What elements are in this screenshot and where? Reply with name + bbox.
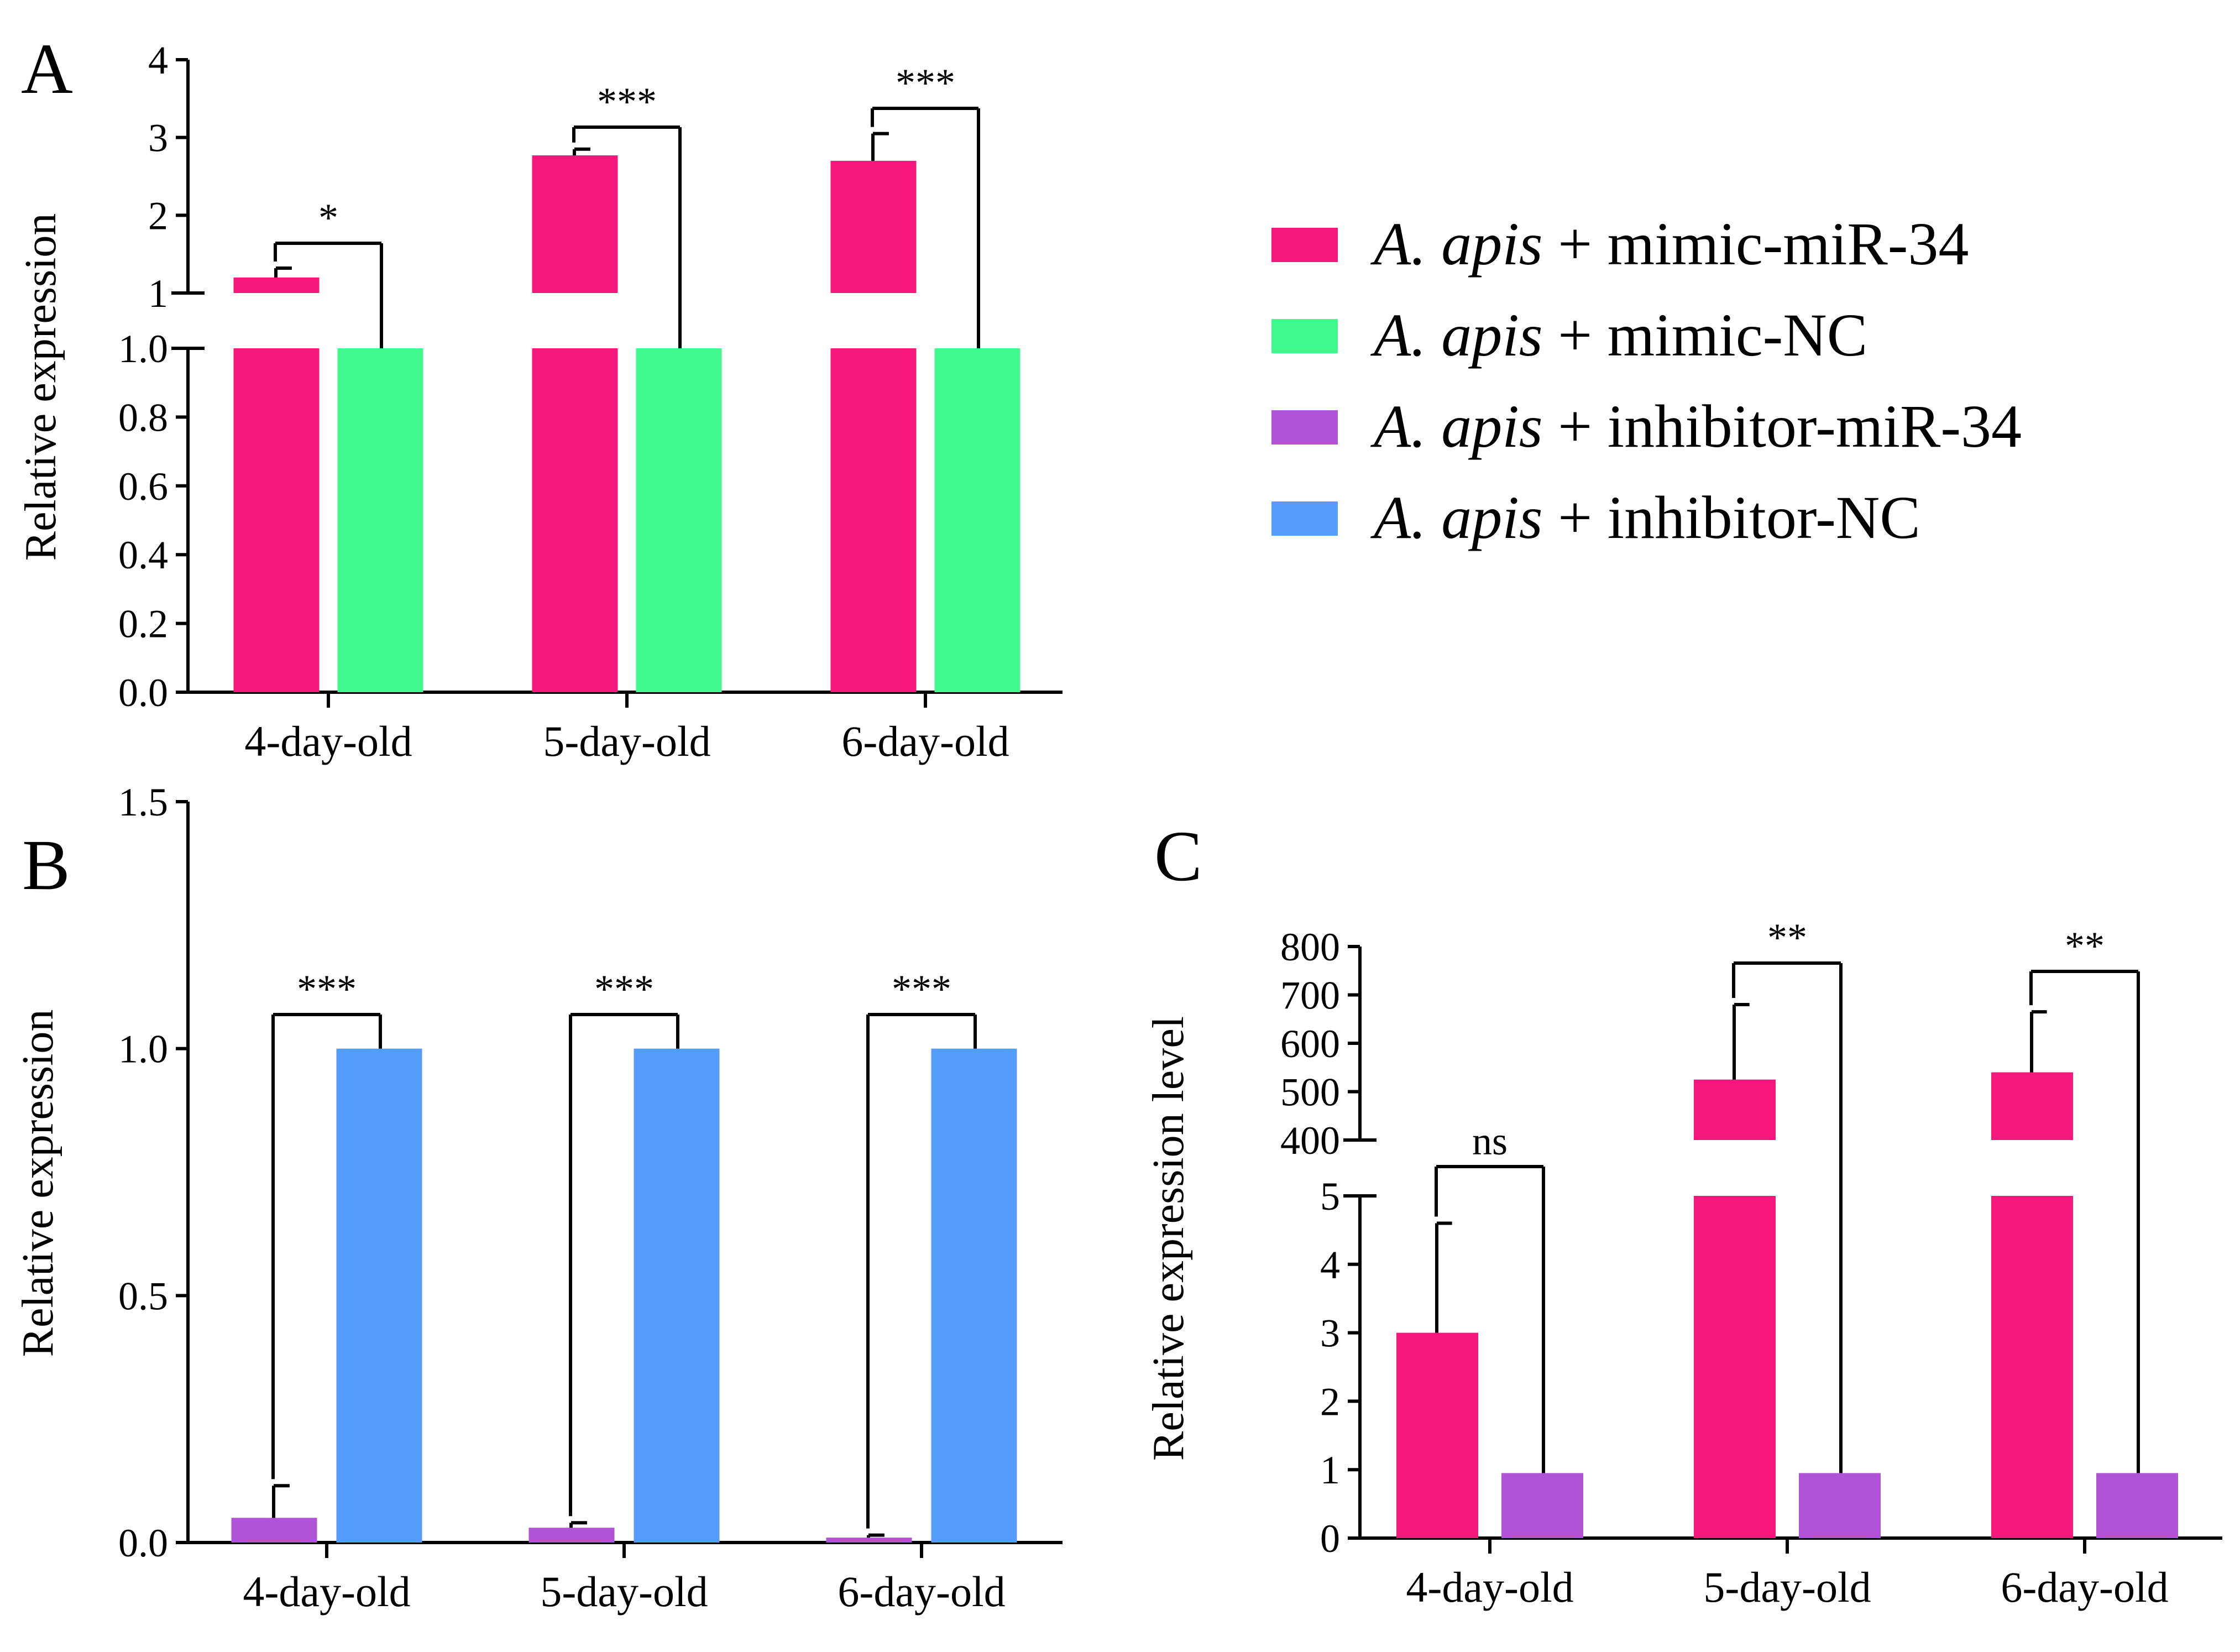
bar-mimic-nc bbox=[337, 348, 423, 692]
y-axis-label: Relative expression bbox=[17, 213, 65, 561]
legend-swatch-pink-icon bbox=[1271, 228, 1338, 262]
significance-label: ** bbox=[1767, 916, 1807, 960]
bar-mimic-mir-34-upper bbox=[1694, 1079, 1776, 1140]
y-tick-label: 5 bbox=[1320, 1174, 1340, 1219]
significance-label: *** bbox=[297, 967, 357, 1011]
bar-inhibitor-mir-34 bbox=[1799, 1473, 1881, 1538]
bar-mimic-mir-34-upper bbox=[1991, 1072, 2073, 1140]
significance-label: * bbox=[318, 196, 338, 240]
y-tick-label: 0.0 bbox=[118, 671, 168, 715]
bar-mimic-mir-34 bbox=[830, 348, 917, 692]
y-tick-label: 2 bbox=[148, 194, 168, 238]
y-tick-label: 1.0 bbox=[118, 1027, 168, 1071]
legend-swatch-blue-icon bbox=[1271, 501, 1338, 536]
y-tick-label: 3 bbox=[1320, 1311, 1340, 1356]
y-tick-label: 400 bbox=[1280, 1118, 1340, 1163]
y-tick-label: 1 bbox=[1320, 1448, 1340, 1492]
x-tick-label: 5-day-old bbox=[540, 1567, 708, 1616]
y-tick-label: 0.0 bbox=[118, 1521, 168, 1565]
bar-mimic-mir-34-upper bbox=[233, 277, 320, 293]
legend-species: A. apis bbox=[1370, 393, 1543, 460]
y-tick-label: 1.5 bbox=[118, 780, 168, 824]
x-tick-label: 5-day-old bbox=[543, 717, 710, 765]
bar-mimic-mir-34 bbox=[1991, 1196, 2073, 1538]
bar-inhibitor-mir-34 bbox=[826, 1538, 912, 1543]
significance-label: *** bbox=[597, 80, 657, 124]
bar-inhibitor-mir-34 bbox=[231, 1518, 317, 1543]
y-tick-label: 0.2 bbox=[118, 602, 168, 646]
legend-treatment: + inhibitor-NC bbox=[1543, 484, 1920, 551]
bar-mimic-mir-34-upper bbox=[532, 155, 618, 293]
legend-species: A. apis bbox=[1370, 301, 1543, 369]
y-tick-label: 1 bbox=[148, 271, 168, 316]
legend-swatch-green-icon bbox=[1271, 319, 1338, 353]
y-tick-label: 0.4 bbox=[118, 533, 168, 577]
x-tick-label: 6-day-old bbox=[838, 1567, 1005, 1616]
legend-entry: A. apis + inhibitor-miR-34 bbox=[1370, 393, 2022, 460]
bar-mimic-mir-34-upper bbox=[830, 160, 917, 293]
bar-inhibitor-nc bbox=[931, 1048, 1017, 1543]
y-tick-label: 600 bbox=[1280, 1022, 1340, 1066]
legend-species: A. apis bbox=[1370, 484, 1543, 551]
x-tick-label: 4-day-old bbox=[244, 717, 412, 765]
y-tick-label: 800 bbox=[1280, 925, 1340, 969]
bar-mimic-mir-34 bbox=[532, 348, 618, 692]
x-tick-label: 6-day-old bbox=[2001, 1563, 2168, 1611]
x-tick-label: 4-day-old bbox=[243, 1567, 410, 1616]
bar-mimic-mir-34 bbox=[1694, 1196, 1776, 1538]
y-axis-label: Relative expression bbox=[14, 1010, 62, 1357]
bar-mimic-mir-34 bbox=[1396, 1332, 1478, 1538]
legend-entry: A. apis + mimic-NC bbox=[1370, 301, 1867, 369]
y-tick-label: 4 bbox=[1320, 1243, 1340, 1287]
significance-label: *** bbox=[892, 967, 951, 1011]
legend-treatment: + mimic-miR-34 bbox=[1543, 210, 1969, 278]
bar-inhibitor-mir-34 bbox=[2096, 1473, 2178, 1538]
y-tick-label: 0 bbox=[1320, 1517, 1340, 1561]
panel-label: B bbox=[22, 825, 70, 905]
y-tick-label: 3 bbox=[148, 116, 168, 160]
panel-label: C bbox=[1154, 817, 1202, 896]
significance-label: *** bbox=[896, 61, 955, 105]
bar-mimic-nc bbox=[636, 348, 722, 692]
bar-inhibitor-nc bbox=[336, 1048, 422, 1543]
significance-label: ns bbox=[1472, 1119, 1508, 1163]
y-tick-label: 2 bbox=[1320, 1379, 1340, 1424]
y-tick-label: 0.8 bbox=[118, 395, 168, 440]
bar-inhibitor-mir-34 bbox=[1501, 1473, 1583, 1538]
x-tick-label: 4-day-old bbox=[1406, 1563, 1573, 1611]
legend-species: A. apis bbox=[1370, 210, 1543, 278]
panel-label: A bbox=[21, 29, 73, 109]
y-tick-label: 0.6 bbox=[118, 464, 168, 509]
legend-treatment: + inhibitor-miR-34 bbox=[1543, 393, 2022, 460]
bar-mimic-nc bbox=[934, 348, 1020, 692]
y-tick-label: 0.5 bbox=[118, 1274, 168, 1318]
significance-label: *** bbox=[594, 967, 654, 1011]
y-axis-label: Relative expression level bbox=[1144, 1016, 1193, 1461]
y-tick-label: 700 bbox=[1280, 974, 1340, 1018]
y-tick-label: 1.0 bbox=[118, 327, 168, 371]
y-tick-label: 500 bbox=[1280, 1070, 1340, 1115]
bar-inhibitor-nc bbox=[634, 1048, 720, 1543]
y-tick-label: 4 bbox=[148, 38, 168, 82]
bar-mimic-mir-34 bbox=[233, 348, 320, 692]
legend-entry: A. apis + mimic-miR-34 bbox=[1370, 210, 1969, 278]
x-tick-label: 6-day-old bbox=[841, 717, 1009, 765]
x-tick-label: 5-day-old bbox=[1703, 1563, 1871, 1611]
significance-label: ** bbox=[2065, 924, 2105, 968]
legend-swatch-purple-icon bbox=[1271, 410, 1338, 445]
bar-inhibitor-mir-34 bbox=[528, 1528, 615, 1543]
legend-entry: A. apis + inhibitor-NC bbox=[1370, 484, 1920, 551]
legend-treatment: + mimic-NC bbox=[1543, 301, 1868, 369]
